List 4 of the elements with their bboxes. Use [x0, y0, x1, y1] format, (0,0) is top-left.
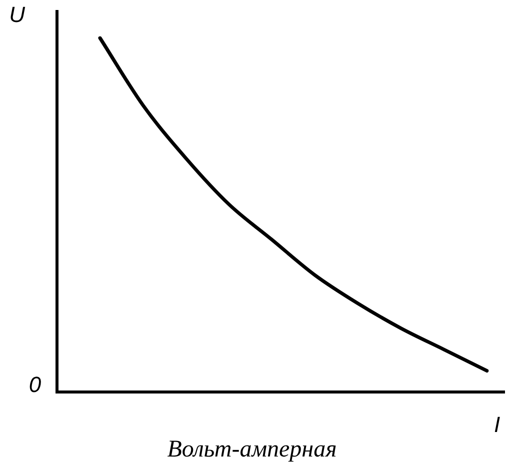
- x-axis-title: I: [494, 412, 500, 438]
- text: 0: [28, 372, 42, 398]
- text: Вольт-амперная: [167, 436, 337, 462]
- y-axis-title: U: [9, 2, 26, 28]
